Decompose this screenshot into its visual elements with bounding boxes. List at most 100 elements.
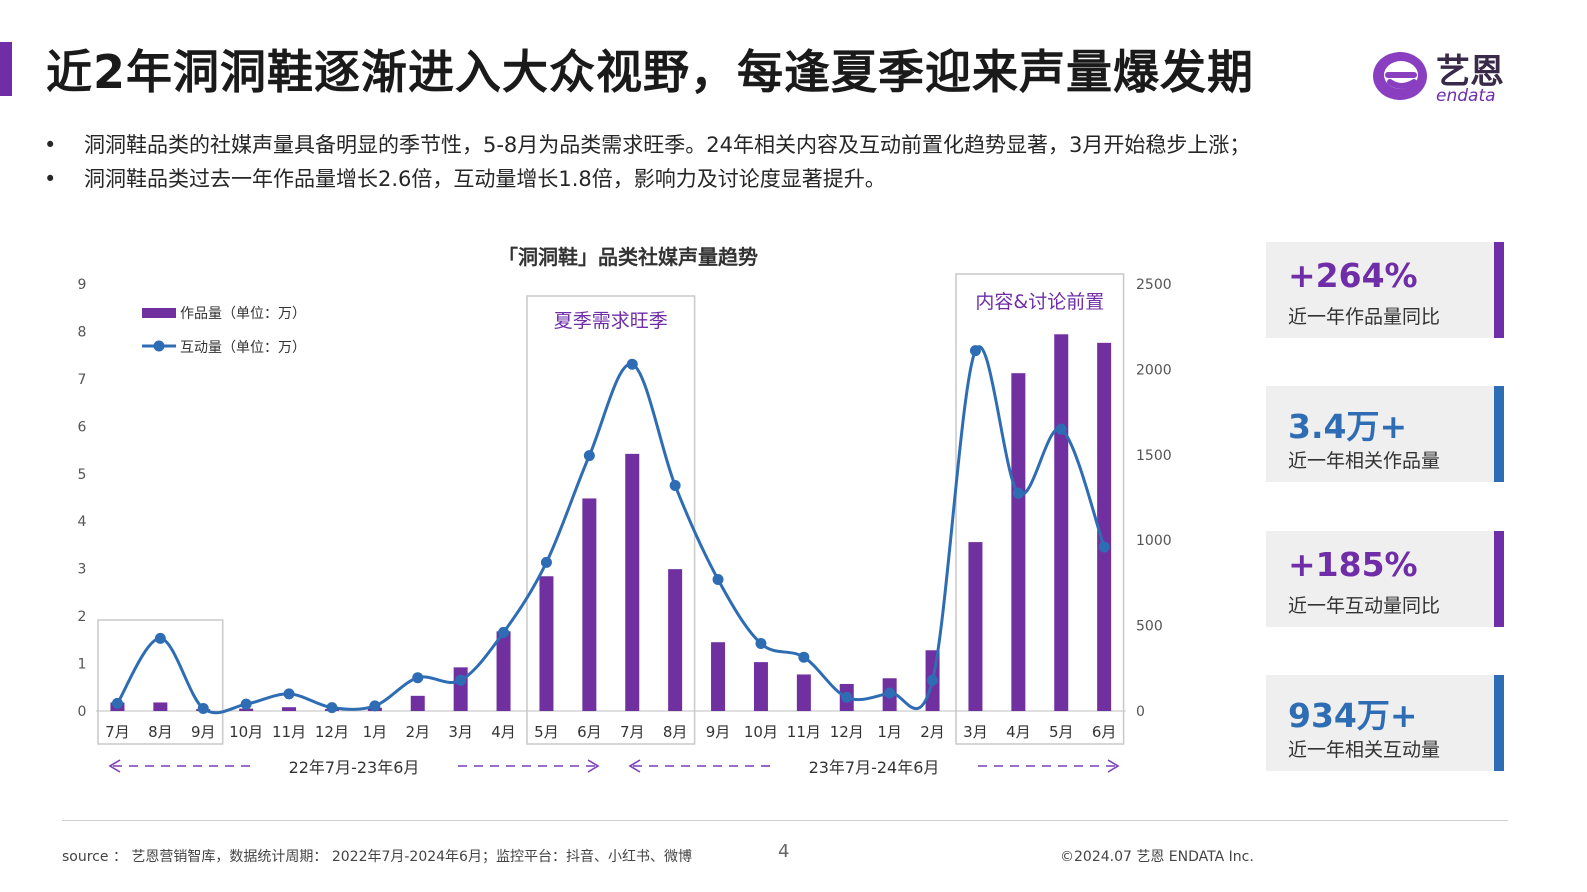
stat-value: 3.4万+: [1288, 407, 1408, 446]
x-tick-label: 9月: [191, 723, 216, 741]
line-point: [540, 556, 552, 568]
bar: [582, 498, 597, 711]
x-tick-label: 12月: [830, 723, 864, 741]
bar: [410, 695, 425, 711]
line-point: [1012, 487, 1024, 499]
x-tick-label: 11月: [272, 723, 306, 741]
bar: [668, 569, 683, 711]
period-arrow-left-2-head: [628, 759, 641, 773]
y-left-tick-label: 2: [78, 609, 87, 625]
bar: [539, 576, 554, 711]
y-right-tick-label: 1000: [1136, 533, 1172, 549]
footer-divider: [62, 820, 1508, 821]
stat-accent-bar: [1494, 531, 1504, 627]
stat-card-interaction-yoy: +185% 近一年互动量同比: [1266, 531, 1504, 627]
line-point: [1055, 423, 1067, 435]
y-right-tick-label: 500: [1136, 619, 1163, 635]
y-right-tick-label: 1500: [1136, 448, 1172, 464]
y-left-tick-label: 1: [78, 657, 87, 673]
footer-source: source ： 艺恩营销智库，数据统计周期： 2022年7月-2024年6月；…: [62, 849, 692, 865]
highlight-box-summer-peak: [526, 295, 696, 745]
x-tick-label: 7月: [620, 723, 645, 741]
stat-accent-bar: [1494, 675, 1504, 771]
bar: [153, 702, 168, 711]
y-left-tick-label: 7: [78, 372, 87, 388]
y-left-tick-label: 8: [78, 324, 87, 340]
bar: [1011, 373, 1026, 711]
bullet-list: 洞洞鞋品类的社媒声量具备明显的季节性，5-8月为品类需求旺季。24年相关内容及互…: [44, 128, 1250, 196]
bar: [968, 542, 983, 711]
stat-label: 近一年相关作品量: [1288, 450, 1441, 472]
legend-line-marker: [153, 340, 165, 352]
bar: [711, 642, 726, 711]
legend-bar-label: 作品量（单位：万）: [180, 306, 306, 322]
stat-card-interaction-total: 934万+ 近一年相关互动量: [1266, 675, 1504, 771]
period-arrow-left-1-head: [108, 759, 121, 773]
page-title: 近2年洞洞鞋逐渐进入大众视野，每逢夏季迎来声量爆发期: [46, 45, 1255, 99]
bar: [282, 707, 297, 711]
line-point: [755, 638, 767, 650]
x-tick-label: 1月: [363, 723, 388, 741]
line-point: [1098, 541, 1110, 553]
annotation-summer-peak: 夏季需求旺季: [554, 310, 668, 332]
title-accent-bar: [0, 42, 12, 96]
x-tick-label: 5月: [534, 723, 559, 741]
footer-copyright: ©2024.07 艺恩 ENDATA Inc.: [1060, 849, 1254, 865]
period-arrow-right-1-head: [587, 759, 600, 773]
line-point: [197, 702, 209, 714]
x-tick-label: 7月: [105, 723, 130, 741]
x-tick-label: 2月: [920, 723, 945, 741]
line-point: [369, 700, 381, 712]
logo-sub: endata: [1436, 86, 1496, 106]
x-tick-label: 3月: [448, 723, 473, 741]
x-tick-label: 10月: [229, 723, 263, 741]
stat-value: 934万+: [1288, 696, 1418, 735]
stat-accent-bar: [1494, 386, 1504, 482]
y-left-tick-label: 5: [78, 467, 87, 483]
stat-accent-bar: [1494, 242, 1504, 338]
y-left-tick-label: 4: [78, 514, 87, 530]
chart-title: 「洞洞鞋」品类社媒声量趋势: [498, 245, 758, 269]
period-arrow-right-2-head: [1107, 759, 1120, 773]
endata-logo-icon: [1373, 52, 1427, 100]
period-label-1: 22年7月-23年6月: [289, 758, 420, 777]
legend-line-label: 互动量（单位：万）: [180, 340, 306, 356]
x-tick-label: 3月: [963, 723, 988, 741]
line-point: [498, 626, 510, 638]
bar: [796, 674, 811, 711]
x-tick-label: 2月: [405, 723, 430, 741]
stat-card-works-total: 3.4万+ 近一年相关作品量: [1266, 386, 1504, 482]
stat-value: +264%: [1288, 256, 1418, 295]
bar: [496, 631, 511, 711]
line-point: [669, 480, 681, 492]
line-point: [326, 702, 338, 714]
highlight-box-2024-early: [955, 273, 1125, 745]
bar: [625, 453, 640, 711]
line-point: [626, 358, 638, 370]
line-point: [111, 697, 123, 709]
highlight-box-2022-summer: [97, 619, 224, 745]
line-point: [969, 345, 981, 357]
x-tick-label: 4月: [491, 723, 516, 741]
line-point: [798, 651, 810, 663]
y-right-tick-label: 0: [1136, 704, 1145, 720]
bullet-item: 洞洞鞋品类的社媒声量具备明显的季节性，5-8月为品类需求旺季。24年相关内容及互…: [44, 128, 1250, 162]
line-point: [154, 632, 166, 644]
line-point: [884, 687, 896, 699]
x-tick-label: 5月: [1049, 723, 1074, 741]
x-tick-label: 4月: [1006, 723, 1031, 741]
stat-label: 近一年互动量同比: [1288, 595, 1441, 617]
x-tick-label: 9月: [706, 723, 731, 741]
line-series-interaction: [116, 345, 1106, 715]
legend-bar-swatch: [142, 308, 176, 318]
bar: [1097, 342, 1112, 711]
x-tick-label: 6月: [1092, 723, 1117, 741]
line-point: [455, 674, 467, 686]
logo-name: 艺恩: [1436, 52, 1504, 92]
line-point: [412, 672, 424, 684]
x-tick-label: 8月: [663, 723, 688, 741]
bullet-item: 洞洞鞋品类过去一年作品量增长2.6倍，互动量增长1.8倍，影响力及讨论度显著提升…: [44, 162, 1250, 196]
bar: [753, 662, 768, 711]
stat-label: 近一年作品量同比: [1288, 306, 1441, 328]
x-tick-label: 10月: [744, 723, 778, 741]
